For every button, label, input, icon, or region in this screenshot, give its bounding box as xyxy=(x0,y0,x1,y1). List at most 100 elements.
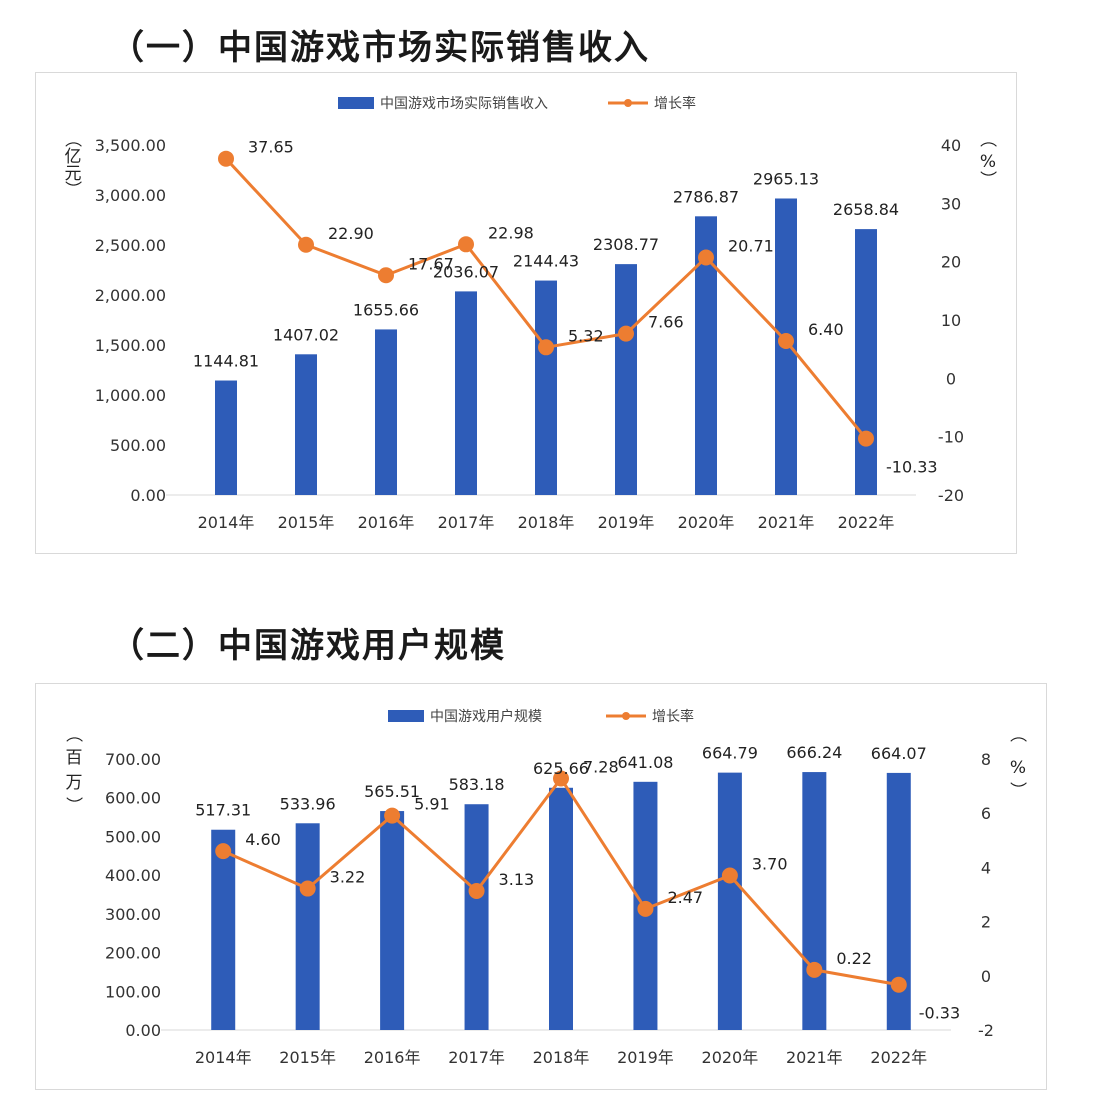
growth-point-2014年 xyxy=(218,150,234,167)
growth-point-2018年 xyxy=(538,339,554,356)
x-tick-label: 2017年 xyxy=(438,513,495,532)
y-left-tick-label: 3,000.00 xyxy=(95,186,166,205)
x-tick-label: 2020年 xyxy=(702,1048,759,1067)
growth-value-label: 2.47 xyxy=(667,888,703,907)
y-left-tick-label: 500.00 xyxy=(110,436,166,455)
bar-2016年 xyxy=(380,811,405,1030)
bar-value-label: 1144.81 xyxy=(193,352,259,371)
y-right-tick-label: 4 xyxy=(981,858,991,877)
x-tick-label: 2014年 xyxy=(198,513,255,532)
growth-point-2019年 xyxy=(618,325,634,342)
section-2-heading: （二）中国游戏用户规模 xyxy=(110,626,506,666)
x-tick-label: 2021年 xyxy=(758,513,815,532)
y-right-tick-label: 6 xyxy=(981,804,991,823)
y-right-unit-char: % xyxy=(980,152,996,172)
bar-2014年 xyxy=(215,380,237,495)
y-right-tick-label: 30 xyxy=(941,194,961,213)
bar-value-label: 565.51 xyxy=(364,782,420,801)
growth-value-label: 4.60 xyxy=(245,830,281,849)
legend-line-marker xyxy=(622,712,630,720)
y-left-tick-label: 100.00 xyxy=(105,982,161,1001)
bar-value-label: 2308.77 xyxy=(593,235,659,254)
bar-2014年 xyxy=(211,829,236,1030)
y-left-tick-label: 500.00 xyxy=(105,827,161,846)
y-right-tick-label: 0 xyxy=(946,369,956,388)
section-1-heading: （一）中国游戏市场实际销售收入 xyxy=(110,28,650,68)
bar-2015年 xyxy=(295,354,317,495)
bar-2019年 xyxy=(615,264,637,495)
x-tick-label: 2015年 xyxy=(278,513,335,532)
x-tick-label: 2016年 xyxy=(364,1048,421,1067)
bar-2017年 xyxy=(464,804,489,1030)
bar-value-label: 1407.02 xyxy=(273,325,339,344)
y-right-tick-label: -2 xyxy=(978,1021,994,1040)
x-tick-label: 2018年 xyxy=(533,1048,590,1067)
bar-value-label: 625.66 xyxy=(533,759,589,778)
growth-point-2015年 xyxy=(298,236,314,253)
bar-value-label: 2965.13 xyxy=(753,169,819,188)
growth-point-2020年 xyxy=(721,867,738,884)
growth-point-2014年 xyxy=(215,843,232,860)
y-left-tick-label: 2,000.00 xyxy=(95,286,166,305)
growth-point-2020年 xyxy=(698,249,714,266)
bar-2020年 xyxy=(717,772,742,1030)
bar-value-label: 2144.43 xyxy=(513,252,579,271)
growth-point-2015年 xyxy=(299,880,316,897)
y-left-tick-label: 0.00 xyxy=(130,486,166,505)
bar-value-label: 2786.87 xyxy=(673,187,739,206)
bar-2018年 xyxy=(549,787,573,1030)
revenue-chart-panel: 中国游戏市场实际销售收入 增长率 0.00 500.00 1,000.00 1,500.0… xyxy=(35,72,1017,554)
y-right-unit-char: （ xyxy=(977,131,997,148)
growth-value-label: 6.40 xyxy=(808,320,844,339)
x-tick-label: 2015年 xyxy=(279,1048,336,1067)
y-right-tick-label: -10 xyxy=(938,428,964,447)
y-right-tick-label: 10 xyxy=(941,311,961,330)
y-left-tick-label: 200.00 xyxy=(105,944,161,963)
y-left-tick-label: 1,000.00 xyxy=(95,386,166,405)
growth-point-2022年 xyxy=(858,430,874,447)
users-chart-panel: 中国游戏用户规模 增长率 0.00 100.00 200.00 300.00 400.00 5… xyxy=(35,683,1047,1090)
y-left-tick-label: 700.00 xyxy=(105,750,161,769)
bar-value-label: 664.79 xyxy=(702,744,758,763)
growth-value-label: 3.13 xyxy=(499,870,535,889)
y-right-tick-label: 20 xyxy=(941,253,961,272)
y-left-unit-char: 元 xyxy=(65,164,82,184)
bar-2018年 xyxy=(535,280,557,495)
bar-value-label: 517.31 xyxy=(195,801,251,820)
bar-value-label: 641.08 xyxy=(617,753,673,772)
growth-value-label: 7.28 xyxy=(583,758,619,777)
y-right-tick-label: 8 xyxy=(981,750,991,769)
x-tick-label: 2014年 xyxy=(195,1048,252,1067)
growth-value-label: -10.33 xyxy=(886,458,938,477)
legend-bar-swatch xyxy=(388,710,424,722)
growth-value-label: 17.67 xyxy=(408,254,454,273)
growth-point-2016年 xyxy=(384,807,401,824)
growth-value-label: 37.65 xyxy=(248,138,294,157)
growth-point-2021年 xyxy=(806,961,823,978)
x-tick-label: 2016年 xyxy=(358,513,415,532)
growth-point-2021年 xyxy=(778,333,794,349)
x-tick-label: 2020年 xyxy=(678,513,735,532)
legend-bar-label: 中国游戏用户规模 xyxy=(430,708,542,725)
y-left-unit-char: 亿 xyxy=(65,147,82,167)
growth-point-2017年 xyxy=(468,882,485,899)
y-right-unit-char: % xyxy=(1010,758,1026,778)
y-right-unit-char: ） xyxy=(1007,782,1027,799)
bar-value-label: 1655.66 xyxy=(353,300,419,319)
y-left-tick-label: 2,500.00 xyxy=(95,236,166,255)
bar-2022年 xyxy=(855,229,877,495)
x-tick-label: 2017年 xyxy=(448,1048,505,1067)
legend-bar-label: 中国游戏市场实际销售收入 xyxy=(380,95,548,112)
y-left-unit-char: ） xyxy=(63,797,83,814)
y-left-unit-char: （ xyxy=(62,131,82,148)
y-right-tick-label: 40 xyxy=(941,136,961,155)
x-tick-label: 2018年 xyxy=(518,513,575,532)
growth-value-label: 5.91 xyxy=(414,795,450,814)
y-right-unit-char: （ xyxy=(1007,726,1027,743)
growth-value-label: 22.90 xyxy=(328,224,374,243)
y-left-tick-label: 300.00 xyxy=(105,905,161,924)
y-left-tick-label: 3,500.00 xyxy=(95,136,166,155)
x-tick-label: 2019年 xyxy=(617,1048,674,1067)
growth-point-2018年 xyxy=(553,770,569,787)
growth-value-label: 3.22 xyxy=(330,868,366,887)
